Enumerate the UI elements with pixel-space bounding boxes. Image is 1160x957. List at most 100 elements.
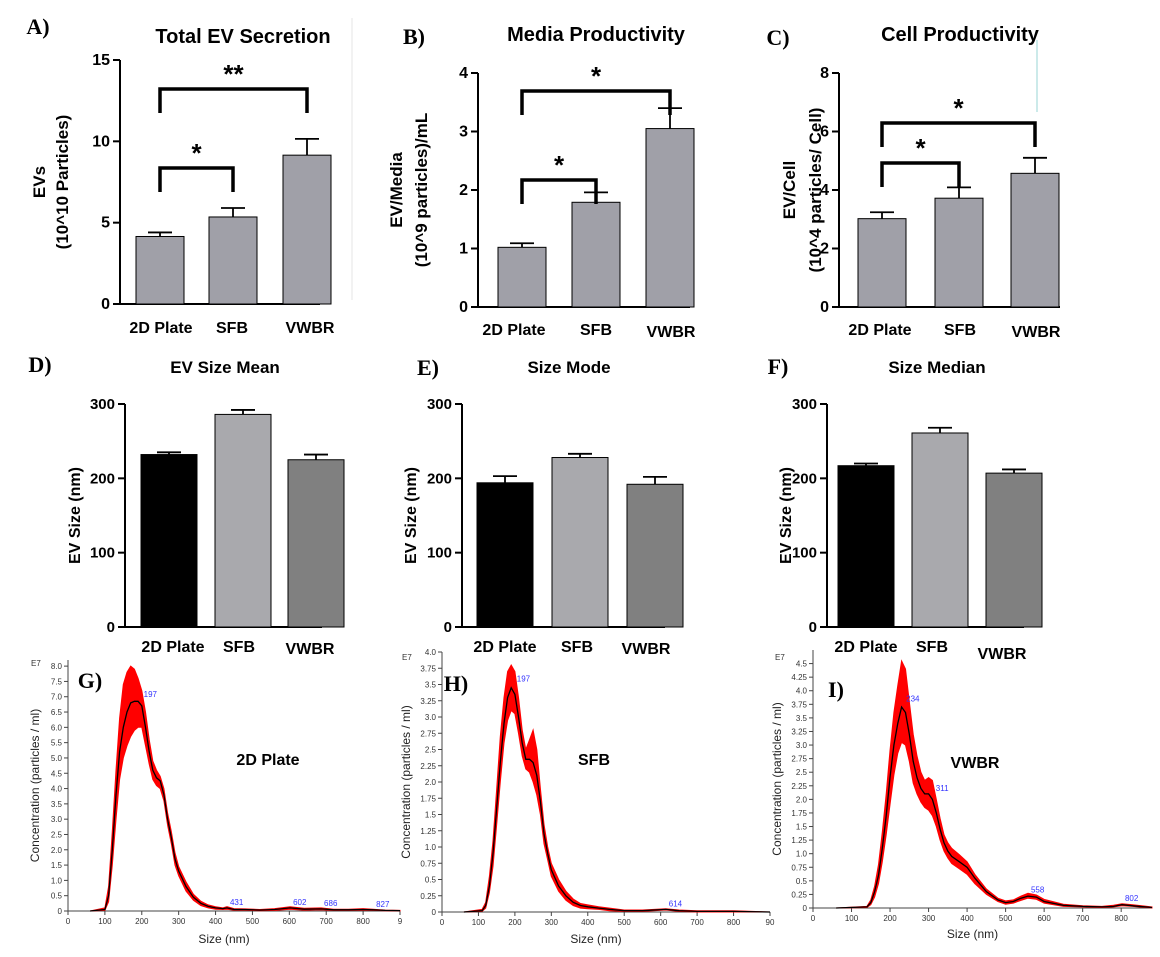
x-tick-label: 800 xyxy=(1115,914,1129,923)
y-tick-label: 0 xyxy=(432,908,437,917)
bar-vwbr xyxy=(626,483,684,628)
y-axis-label: Concentration (particles / ml) xyxy=(399,705,413,858)
x-tick-label: 500 xyxy=(246,917,260,926)
y-tick-label: 2.75 xyxy=(420,729,436,738)
x-tick-label: 90 xyxy=(766,918,775,927)
panel-label: F) xyxy=(768,354,789,379)
x-tick-label: 500 xyxy=(618,918,632,927)
x-tick-label: 800 xyxy=(356,917,370,926)
x-tick-label: 2D Plate xyxy=(834,639,897,656)
x-tick-label: 600 xyxy=(654,918,668,927)
y-axis-label: Concentration (particles / ml) xyxy=(770,702,784,855)
bar-2d-plate xyxy=(135,235,185,305)
x-axis-label: Size (nm) xyxy=(198,932,249,946)
panel-label: I) xyxy=(828,677,844,702)
x-tick-label: VWBR xyxy=(647,324,696,341)
significance-label: ** xyxy=(223,59,244,89)
significance-label: * xyxy=(953,93,964,123)
y-tick-label: 300 xyxy=(427,396,452,413)
chart-title: Size Median xyxy=(888,358,985,377)
error-band xyxy=(836,659,1153,909)
y-tick-label: 0 xyxy=(809,619,817,636)
y-tick-label: 4.5 xyxy=(796,660,808,669)
y-tick-label: 0 xyxy=(820,299,829,316)
y-tick-label: 3.75 xyxy=(791,700,807,709)
panel-label: B) xyxy=(403,24,425,49)
sample-label: VWBR xyxy=(951,755,1000,772)
y-axis-exponent: E7 xyxy=(31,659,41,668)
y-tick-label: 4 xyxy=(459,65,468,82)
peak-label: 802 xyxy=(1125,894,1139,903)
bar-2d-plate xyxy=(140,454,198,628)
bar-2d-plate xyxy=(497,246,547,308)
y-tick-label: 4.5 xyxy=(51,769,63,778)
y-tick-label: 1.0 xyxy=(796,850,808,859)
bar-chart-panel-e: E) Size Mode EV Size (nm) 0 100 200 300 2D Plat… xyxy=(403,355,684,658)
y-axis-label: EV Size (nm) xyxy=(67,467,84,564)
significance-label: * xyxy=(191,138,202,168)
y-tick-label: 0 xyxy=(101,296,110,313)
y-tick-label: 0.25 xyxy=(420,892,436,901)
significance-label: * xyxy=(591,61,602,91)
peak-label: 197 xyxy=(144,690,158,699)
y-tick-label: 0.75 xyxy=(420,859,436,868)
x-tick-label: SFB xyxy=(223,639,255,656)
significance-bracket xyxy=(520,178,598,204)
x-tick-label: 2D Plate xyxy=(129,320,192,337)
y-tick-label: 6 xyxy=(820,124,829,141)
y-tick-label: 1 xyxy=(459,241,468,258)
y-tick-label: 3.5 xyxy=(51,800,63,809)
bar-sfb xyxy=(214,413,272,628)
x-tick-label: 200 xyxy=(508,918,522,927)
y-tick-label: 2.25 xyxy=(791,782,807,791)
y-tick-label: 6.0 xyxy=(51,723,63,732)
y-tick-label: 2.0 xyxy=(51,846,63,855)
nta-plot-panel-i: E7 0 0.25 0.5 0.75 1.0 1.25 1.5 1.75 2.0 2.25 2.5 2.… xyxy=(770,650,1153,941)
peak-label: 614 xyxy=(669,899,683,908)
y-tick-label: 4.0 xyxy=(51,785,63,794)
bar-vwbr xyxy=(985,472,1043,628)
y-tick-label: 200 xyxy=(90,470,115,487)
peak-label: 197 xyxy=(517,675,531,684)
x-tick-label: 0 xyxy=(440,918,445,927)
significance-bracket xyxy=(520,89,672,115)
y-tick-label: 200 xyxy=(792,470,817,487)
y-tick-label: 3 xyxy=(459,124,468,141)
nta-plot-panel-g: E7 0 0.5 1.0 1.5 2.0 2.5 3.0 3.5 4.0 4.5 5.0 5.5 6.0 6… xyxy=(28,659,403,946)
error-band xyxy=(89,665,401,912)
y-tick-label: 5 xyxy=(101,215,110,232)
sample-label: SFB xyxy=(578,752,610,769)
x-tick-label: 700 xyxy=(1076,914,1090,923)
y-tick-label: 2.5 xyxy=(425,746,437,755)
y-tick-label: 2.0 xyxy=(425,778,437,787)
x-tick-label: 600 xyxy=(1037,914,1051,923)
x-tick-label: 100 xyxy=(98,917,112,926)
x-tick-label: 800 xyxy=(727,918,741,927)
bar-vwbr xyxy=(1010,172,1060,308)
significance-label: * xyxy=(915,133,926,163)
y-tick-label: 2.75 xyxy=(791,755,807,764)
y-tick-label: 4.0 xyxy=(796,687,808,696)
x-tick-label: 300 xyxy=(172,917,186,926)
x-tick-label: VWBR xyxy=(622,641,671,658)
bar-vwbr xyxy=(282,154,332,305)
x-tick-label: 200 xyxy=(135,917,149,926)
y-tick-label: 8.0 xyxy=(51,662,63,671)
y-tick-label: 100 xyxy=(90,545,115,562)
chart-title: Cell Productivity xyxy=(881,24,1040,46)
bar-chart-panel-b: B) Media Productivity EV/Media (10^9 partic… xyxy=(387,24,696,341)
y-tick-label: 4.25 xyxy=(791,673,807,682)
y-tick-label: 15 xyxy=(92,52,110,69)
y-tick-label: 2.5 xyxy=(51,830,63,839)
x-axis-label: Size (nm) xyxy=(947,927,998,941)
y-tick-label: 3.25 xyxy=(420,697,436,706)
y-axis-label-units: (10^4 particles/ Cell) xyxy=(806,108,825,273)
significance-bracket xyxy=(158,166,235,192)
y-tick-label: 1.5 xyxy=(796,823,808,832)
significance-bracket xyxy=(880,121,1037,147)
y-tick-label: 1.0 xyxy=(425,843,437,852)
y-tick-label: 0 xyxy=(444,619,452,636)
significance-bracket xyxy=(880,161,961,187)
error-band xyxy=(463,663,771,913)
x-tick-label: 9 xyxy=(398,917,403,926)
